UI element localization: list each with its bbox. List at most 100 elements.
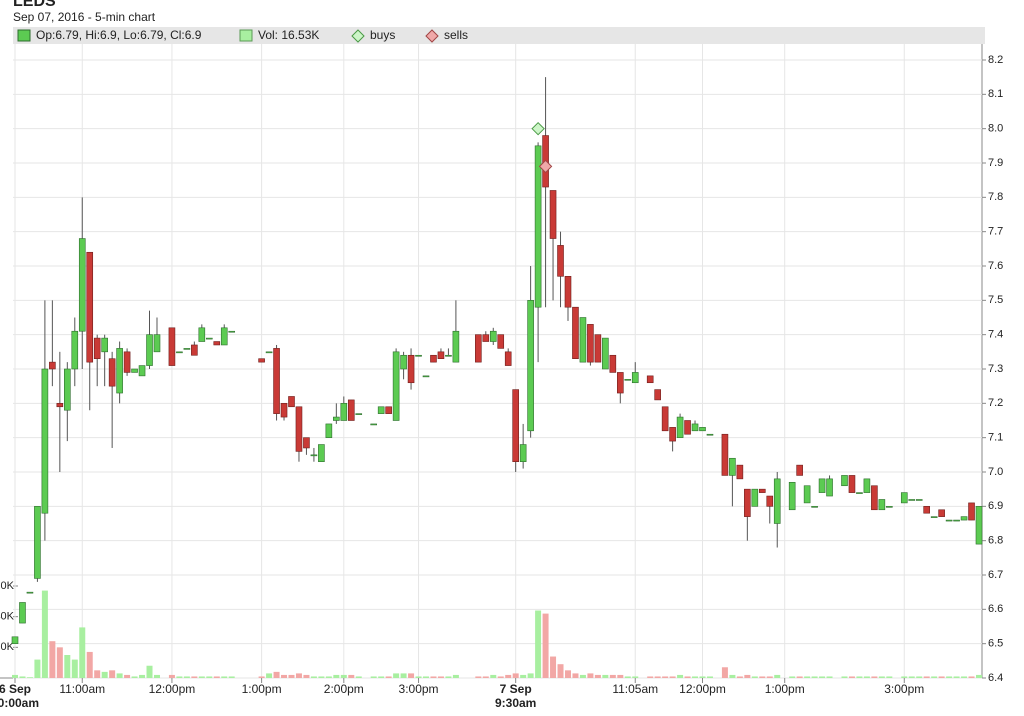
volume-bar bbox=[684, 676, 691, 678]
candle-body bbox=[131, 368, 138, 373]
volume-bar bbox=[721, 667, 728, 678]
volume-bar bbox=[79, 627, 86, 678]
volume-bar bbox=[56, 647, 63, 678]
volume-bar bbox=[692, 676, 699, 678]
volume-bar bbox=[340, 674, 347, 678]
volume-bar bbox=[385, 676, 392, 678]
volume-bar bbox=[617, 674, 624, 678]
chart-subtitle: Sep 07, 2016 - 5-min chart bbox=[13, 10, 156, 24]
candle-body bbox=[729, 457, 736, 476]
candle-body bbox=[228, 330, 236, 333]
candle-body bbox=[11, 636, 19, 644]
volume-bar bbox=[804, 676, 811, 678]
volume-bar bbox=[153, 674, 160, 678]
y-tick-label: 7.8 bbox=[988, 191, 1003, 203]
legend-swatch bbox=[425, 29, 439, 43]
volume-bar bbox=[520, 674, 527, 678]
candle-body bbox=[856, 492, 863, 494]
candle-body bbox=[975, 506, 983, 545]
candle-body bbox=[534, 145, 542, 308]
legend-label: sells bbox=[444, 28, 468, 42]
candle-body bbox=[482, 334, 490, 342]
candle-body bbox=[631, 372, 639, 384]
volume-bar bbox=[819, 676, 826, 678]
candle-body bbox=[617, 372, 624, 394]
candle-body bbox=[572, 306, 579, 360]
volume-bar bbox=[437, 676, 444, 678]
volume-bar bbox=[856, 676, 863, 678]
candle-body bbox=[138, 365, 146, 377]
x-tick-label: 11:05am bbox=[612, 682, 659, 696]
y-tick-label: 8.1 bbox=[988, 88, 1003, 100]
candle-body bbox=[19, 602, 26, 624]
volume-bar bbox=[408, 673, 415, 678]
volume-bar bbox=[281, 674, 288, 678]
candle-body bbox=[205, 337, 213, 340]
volume-bar bbox=[594, 674, 601, 678]
candle-body bbox=[146, 334, 153, 366]
volume-bar bbox=[94, 670, 101, 678]
volume-bar bbox=[139, 674, 146, 678]
volume-bar bbox=[572, 673, 579, 678]
candle-body bbox=[519, 444, 527, 462]
volume-bar bbox=[273, 671, 280, 678]
y-tick-label: 6.6 bbox=[988, 603, 1003, 615]
candle-body bbox=[445, 354, 452, 357]
volume-bar bbox=[744, 674, 751, 678]
candle-body bbox=[886, 506, 893, 508]
candle-body bbox=[557, 245, 564, 277]
candle-body bbox=[430, 354, 437, 363]
volume-bar bbox=[527, 673, 534, 678]
candle-body bbox=[101, 337, 108, 353]
volume-bar bbox=[333, 674, 340, 678]
volume-bar bbox=[12, 674, 18, 678]
volume-bar bbox=[400, 673, 407, 678]
x-tick-label: 6 Sep 10:00am bbox=[0, 682, 40, 710]
volume-bar bbox=[295, 673, 302, 678]
candle-body bbox=[796, 464, 803, 476]
candle-body bbox=[407, 354, 415, 384]
volume-bar bbox=[550, 656, 557, 678]
volume-bar bbox=[124, 674, 131, 678]
volume-bar bbox=[938, 676, 945, 678]
candle-body bbox=[265, 351, 273, 354]
y-tick-label: 7.3 bbox=[988, 363, 1003, 375]
candle-body bbox=[661, 406, 669, 432]
x-tick-label: 11:00am bbox=[59, 682, 106, 696]
volume-bar bbox=[490, 674, 497, 678]
volume-bar bbox=[863, 676, 870, 678]
volume-bar bbox=[602, 674, 609, 678]
volume-bar bbox=[325, 676, 332, 678]
volume-bar bbox=[505, 674, 512, 678]
candle-body bbox=[945, 519, 953, 522]
legend-label: buys bbox=[370, 28, 395, 42]
y-tick-label: 6.4 bbox=[988, 672, 1003, 684]
volume-bar bbox=[19, 676, 26, 678]
candle-body bbox=[669, 427, 676, 442]
candle-body bbox=[64, 368, 71, 411]
candle-body bbox=[295, 406, 303, 452]
candle-body bbox=[968, 502, 975, 521]
legend-bar bbox=[13, 27, 985, 44]
y-tick-label: 7.4 bbox=[988, 329, 1003, 341]
candle-body bbox=[512, 389, 519, 463]
volume-bar bbox=[370, 676, 377, 678]
x-tick-label: 1:00pm bbox=[241, 682, 282, 696]
volume-bar bbox=[848, 676, 855, 678]
volume-bar bbox=[557, 664, 564, 678]
candle-body bbox=[744, 488, 751, 517]
candle-body bbox=[504, 351, 512, 366]
volume-bar bbox=[318, 676, 325, 678]
volume-bar bbox=[415, 676, 422, 678]
volume-bar bbox=[86, 651, 93, 678]
volume-bar bbox=[176, 676, 183, 678]
x-tick-label: 3:00pm bbox=[398, 682, 439, 696]
y-tick-label: 6.8 bbox=[988, 535, 1003, 547]
volume-bar bbox=[811, 676, 818, 678]
candle-body bbox=[751, 488, 759, 507]
candle-body bbox=[848, 475, 856, 493]
volume-bar bbox=[766, 676, 773, 678]
volume-bar bbox=[542, 613, 549, 678]
volume-bar bbox=[131, 676, 138, 678]
